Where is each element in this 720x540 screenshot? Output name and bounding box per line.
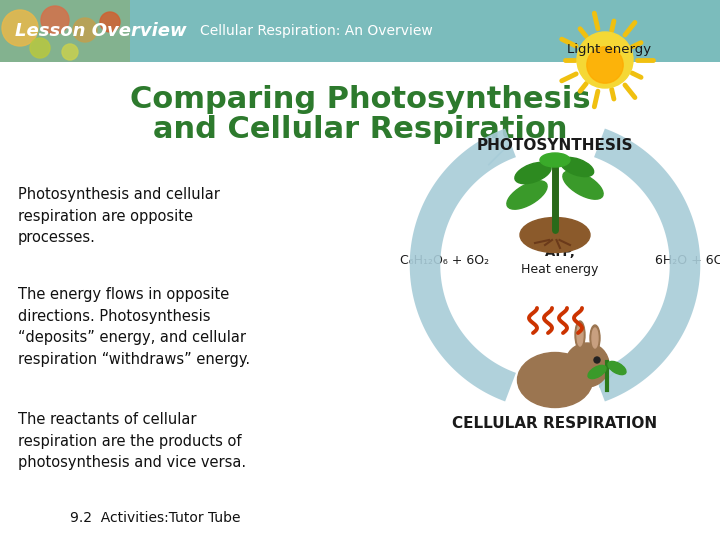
Ellipse shape	[560, 157, 594, 177]
Ellipse shape	[518, 353, 593, 408]
Ellipse shape	[520, 218, 590, 253]
Text: Light energy: Light energy	[567, 44, 651, 57]
Circle shape	[41, 6, 69, 34]
Ellipse shape	[592, 328, 598, 348]
Ellipse shape	[563, 171, 603, 199]
Ellipse shape	[590, 325, 600, 351]
Circle shape	[594, 357, 600, 363]
Text: Comparing Photosynthesis: Comparing Photosynthesis	[130, 85, 590, 114]
Circle shape	[565, 343, 609, 387]
Bar	[0, 0, 720, 62]
Text: 6H₂O + 6CO₂: 6H₂O + 6CO₂	[655, 253, 720, 267]
Text: The reactants of cellular
respiration are the products of
photosynthesis and vic: The reactants of cellular respiration ar…	[18, 412, 246, 470]
Text: Cellular Respiration: An Overview: Cellular Respiration: An Overview	[200, 24, 433, 38]
Ellipse shape	[577, 324, 583, 346]
Circle shape	[30, 38, 50, 58]
Bar	[0, 0, 130, 62]
Text: CELLULAR RESPIRATION: CELLULAR RESPIRATION	[452, 415, 657, 430]
Circle shape	[2, 10, 38, 46]
Polygon shape	[488, 143, 510, 165]
Circle shape	[100, 12, 120, 32]
Ellipse shape	[608, 361, 626, 375]
Text: Photosynthesis and cellular
respiration are opposite
processes.: Photosynthesis and cellular respiration …	[18, 187, 220, 245]
Circle shape	[577, 32, 633, 88]
Text: ATP,: ATP,	[544, 246, 575, 259]
Text: The energy flows in opposite
directions. Photosynthesis
“deposits” energy, and c: The energy flows in opposite directions.…	[18, 287, 250, 367]
Text: 9.2  Activities:Tutor Tube: 9.2 Activities:Tutor Tube	[70, 511, 240, 525]
Text: Lesson Overview: Lesson Overview	[15, 22, 186, 40]
Circle shape	[73, 18, 97, 42]
Ellipse shape	[540, 153, 570, 167]
Text: C₆H₁₂O₆ + 6O₂: C₆H₁₂O₆ + 6O₂	[400, 253, 489, 267]
Text: Heat energy: Heat energy	[521, 264, 599, 276]
Ellipse shape	[515, 163, 551, 184]
Ellipse shape	[588, 366, 606, 379]
Circle shape	[587, 47, 624, 83]
Ellipse shape	[575, 321, 585, 349]
Circle shape	[62, 44, 78, 60]
Text: and Cellular Respiration: and Cellular Respiration	[153, 116, 567, 145]
Text: PHOTOSYNTHESIS: PHOTOSYNTHESIS	[477, 138, 634, 152]
Polygon shape	[600, 365, 621, 387]
Ellipse shape	[507, 181, 547, 209]
